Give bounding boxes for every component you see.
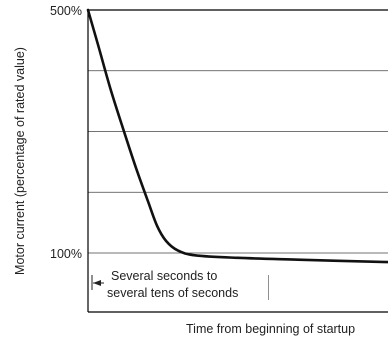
duration-annotation: Several seconds to several tens of secon… [91,266,269,301]
y-tick-labels: 500% 100% [50,4,82,261]
annotation-label-bg [104,266,268,301]
y-axis-label: Motor current (percentage of rated value… [13,47,27,275]
grid [88,70,388,254]
x-axis-label: Time from beginning of startup [186,322,355,336]
annotation-line-2: several tens of seconds [107,286,238,300]
y-tick-label: 100% [50,247,82,261]
current-curve [86,8,388,264]
annotation-arrow-left [93,280,101,286]
annotation-line-1: Several seconds to [111,269,217,283]
y-tick-label: 500% [50,4,82,18]
